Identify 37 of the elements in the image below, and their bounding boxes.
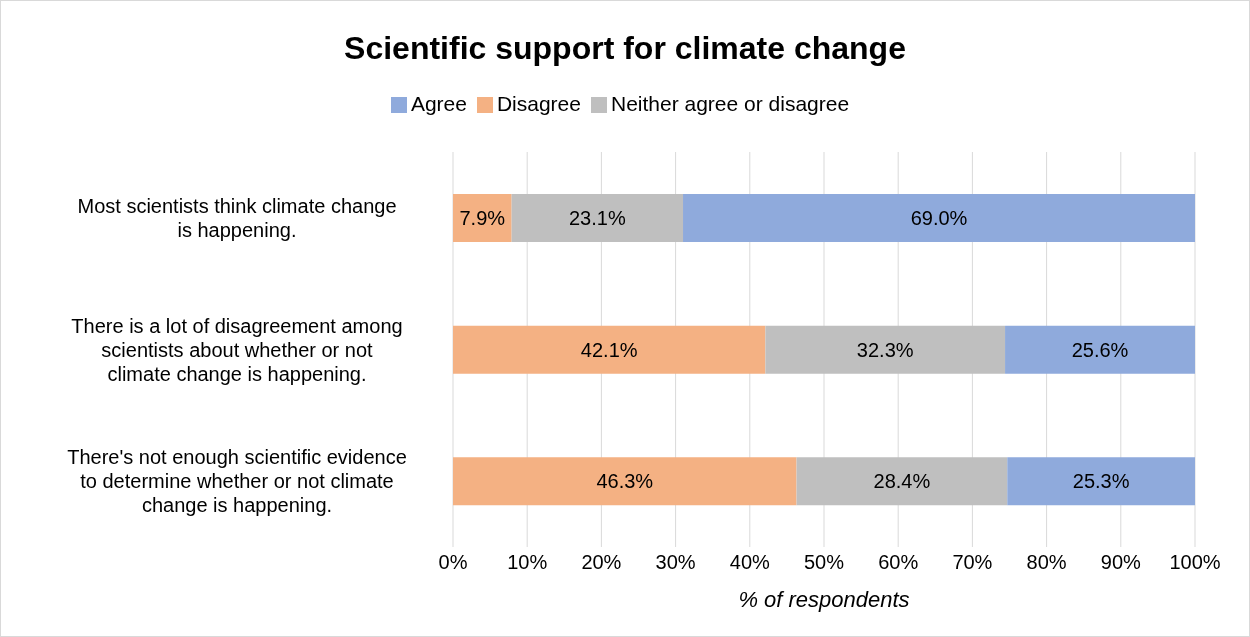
data-label: 7.9% [459, 207, 506, 230]
bar [683, 194, 1195, 242]
legend-label: Disagree [496, 92, 581, 115]
x-tick-label: 70% [952, 551, 993, 574]
legend-label: Neither agree or disagree [610, 92, 850, 115]
x-tick-label: 80% [1026, 551, 1067, 574]
bar [765, 325, 1006, 374]
data-label: 25.3% [1072, 470, 1130, 493]
x-tick-label: 40% [729, 551, 771, 574]
x-tick-label: 0% [438, 551, 468, 574]
x-tick-label: 30% [655, 551, 696, 574]
bar [453, 457, 797, 506]
bar [1005, 325, 1195, 374]
data-label: 25.6% [1071, 338, 1129, 361]
chart-title: Scientific support for climate change [343, 30, 907, 67]
x-axis-title: % of respondents [738, 587, 910, 612]
x-tick-label: 90% [1100, 551, 1142, 574]
bar [1007, 457, 1195, 506]
x-tick-label: 100% [1169, 551, 1221, 574]
x-tick-label: 60% [878, 551, 919, 574]
legend-label: Agree [410, 92, 467, 115]
x-tick-label: 10% [507, 551, 548, 574]
data-label: 28.4% [873, 470, 931, 493]
bar [453, 194, 512, 242]
x-tick-label: 20% [581, 551, 622, 574]
data-label: 46.3% [596, 470, 654, 493]
y-tick-label: Most scientists think climate change is happening. [77, 194, 397, 241]
y-tick-label: There is a lot of disagreement among scientists about whether or not climate change is happening. [71, 314, 403, 385]
bar [511, 194, 684, 242]
x-tick-label: 50% [803, 551, 845, 574]
data-label: 32.3% [856, 338, 914, 361]
data-label: 42.1% [580, 338, 638, 361]
bar [453, 325, 766, 374]
y-tick-label: There's not enough scientific evidence to determine whether or not climate change is happening. [67, 446, 407, 517]
data-label: 69.0% [910, 207, 968, 230]
data-label: 23.1% [568, 207, 626, 230]
bar [796, 457, 1008, 506]
